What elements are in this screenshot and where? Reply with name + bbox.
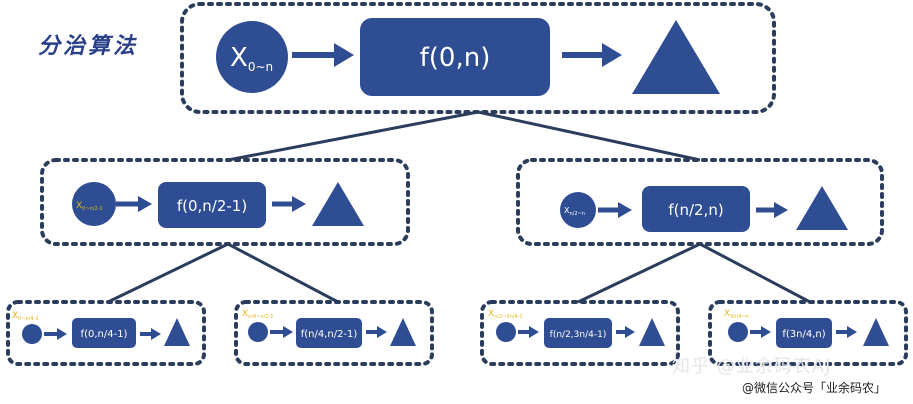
wechat-watermark: @微信公众号「业余码农」 [742,381,887,395]
leaf3-func-box [544,318,612,348]
leaf2-arrow-1-head [283,326,293,338]
leaf1-result-triangle [164,318,190,346]
right-arrow-1-head [618,202,632,218]
connector-right-leaf4 [699,242,811,304]
left-input-label: X0~n/2-1 [76,201,103,212]
leaf3-input-circle [496,322,516,342]
top-input-label: X0~n [230,43,273,74]
connector-left-leaf1 [107,242,229,304]
leaf1-group-box [6,300,206,366]
leaf2-result-triangle [390,318,416,346]
leaf3-result-triangle [639,318,665,346]
connector-top-left [227,110,479,162]
right-func-label: f(n/2,n) [668,201,723,219]
top-result-triangle [632,20,720,94]
right-input-circle [560,192,596,228]
leaf4-result-triangle [863,318,889,346]
right-input-label: Xn/2~n [564,206,585,217]
right-group-box [516,158,884,246]
leaf3-arrow-1-head [529,326,539,338]
leaf2-input-label: Xn/4~n/2-1 [242,309,273,320]
leaf2-func-box [296,318,362,348]
leaf4-arrow-1-head [761,326,771,338]
top-arrow-2-head [602,43,622,67]
left-arrow-2-head [292,196,306,212]
left-func-box [158,182,266,228]
right-result-triangle [796,186,848,230]
top-func-label: f(0,n) [420,43,491,73]
leaf2-arrow-2-head [377,326,387,338]
leaf1-input-circle [22,324,42,344]
leaf1-func-box [72,318,136,348]
diagram-title: 分治算法 [38,34,139,59]
leaf1-input-label: X0~n/4-1 [12,311,39,322]
leaf2-func-label: f(n/4,n/2-1) [301,329,358,340]
connector-right-leaf3 [577,242,701,304]
left-result-triangle [312,182,364,226]
leaf2-group-box [234,300,434,366]
leaf3-input-label: Xn/2~3n/4-1 [488,309,523,320]
left-func-label: f(0,n/2-1) [177,197,247,215]
top-input-circle [216,21,288,93]
leaf3-arrow-2-head [625,326,635,338]
top-func-box [360,18,550,96]
leaf1-arrow-1-head [57,328,67,340]
left-group-box [40,158,410,246]
top-arrow-1-head [334,43,354,67]
leaf4-func-box [776,318,832,348]
leaf4-group-box [708,300,908,366]
leaf3-group-box [480,300,680,366]
leaf2-input-circle [248,322,268,342]
leaf3-func-label: f(n/2,3n/4-1) [550,330,607,340]
connector-left-leaf2 [227,242,339,304]
leaf4-arrow-2-head [847,326,857,338]
left-arrow-1-head [138,196,152,212]
right-arrow-2-head [774,202,788,218]
connector-top-right [477,110,701,162]
leaf4-input-circle [728,322,748,342]
top-group-box [180,2,776,114]
leaf1-func-label: f(0,n/4-1) [81,329,128,340]
leaf4-input-label: X3n/4~n [724,309,749,320]
leaf4-func-label: f(3n/4,n) [782,329,825,340]
zhihu-watermark: 知乎 @业余码农AJ [672,356,832,377]
right-func-box [642,186,750,232]
left-input-circle [72,182,116,226]
leaf1-arrow-2-head [151,328,161,340]
